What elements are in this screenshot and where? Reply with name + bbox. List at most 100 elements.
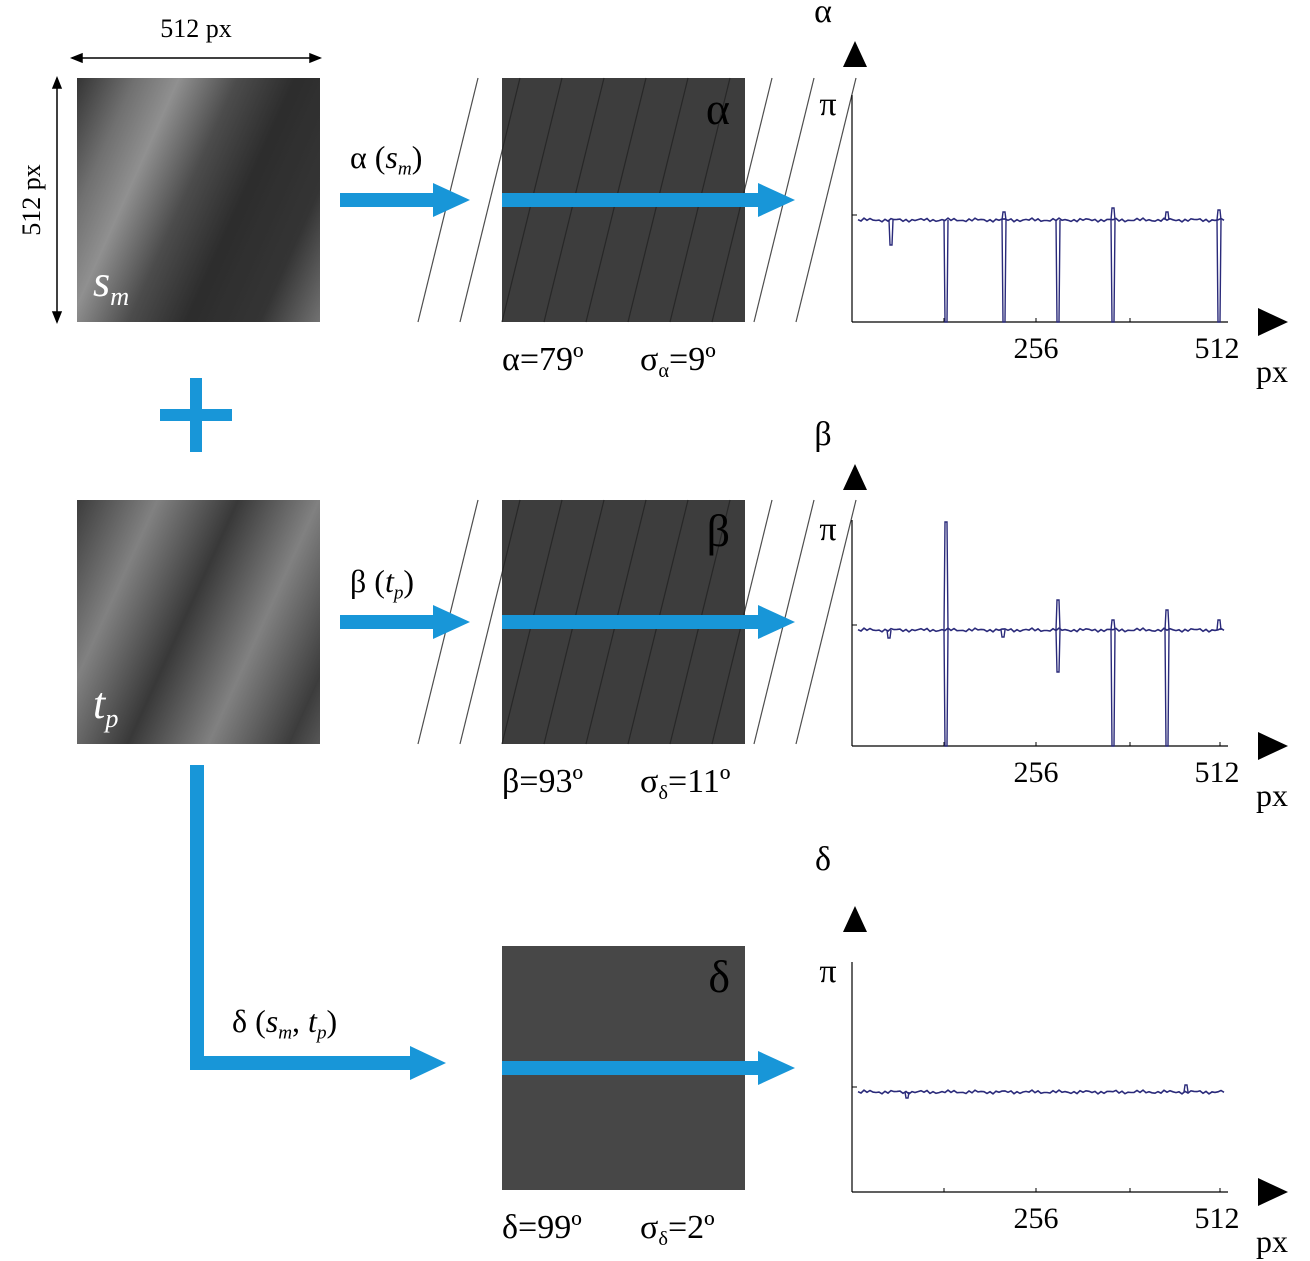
label-part: ) [412,139,423,175]
plus-sign [160,378,232,452]
label-part: =2º [668,1209,715,1246]
operation-arrow [340,193,434,207]
x-tick-label: 256 [1014,332,1059,365]
profile-y-label: α [814,0,832,30]
input-image [77,78,320,322]
input-image-shade [77,78,320,322]
y-max-label: π [819,511,836,548]
label-part: m [110,281,129,311]
operation-arrow-head [433,605,470,639]
x-unit: px [1256,777,1288,813]
profile-spike [888,219,894,246]
mean-value: δ=99º [502,1209,582,1246]
phase-symbol: δ [708,951,730,1002]
profile-spike [904,1091,910,1099]
profile-spike [1110,207,1116,221]
label-part: m [278,1022,292,1043]
profile-y-label: β [814,416,831,453]
phase-symbol: α [706,83,730,134]
operation-arrow-head [433,183,470,217]
operation-arrow [340,615,434,629]
label: β (tp) [350,563,414,603]
x-tick-label: 512 [1195,756,1240,789]
label: sm [93,257,129,311]
x-tick-label: 512 [1195,332,1240,365]
label-part: , [292,1003,308,1039]
label-part: =9º [669,341,716,378]
x-axis-arrow [1258,732,1288,760]
label-part: δ [658,1228,668,1250]
label-part: p [315,1022,327,1043]
mean-value: α=79º [502,341,584,378]
label-part: σ [640,1209,658,1246]
profile-arrow [502,1061,759,1075]
profile-trace [857,1089,1225,1095]
label-part: p [392,582,404,603]
profile-spike [1000,629,1006,638]
profile-spike [1183,1084,1189,1093]
profile-spike [1164,629,1170,747]
y-axis-arrow [843,41,867,67]
phase-wrap-line [459,499,521,745]
label-part: δ ( [232,1003,266,1039]
x-tick-label: 256 [1014,756,1059,789]
y-max-label: π [819,86,836,123]
label: σδ=11º [640,763,730,804]
profile-trace [857,627,1225,633]
label-part: β ( [350,563,385,599]
label: δ (sm, tp) [232,1003,337,1043]
label: tp [93,679,118,733]
x-tick-label: 256 [1014,1202,1059,1235]
input-image-shade [77,500,320,744]
label-part: ) [403,563,414,599]
profile-spike [1216,619,1222,631]
label-part: t [93,679,107,728]
label-part: α ( [350,139,385,175]
profile-trace [857,217,1225,223]
x-unit: px [1256,1223,1288,1259]
profile-spike [1055,219,1061,323]
profile-spike [1216,219,1222,323]
label-part: m [398,158,412,179]
profile-spike [1216,209,1222,221]
label-part: σ [640,763,658,800]
label-part: s [93,257,110,306]
x-unit: px [1256,353,1288,389]
profile-y-label: δ [815,841,831,878]
label: σδ=2º [640,1209,715,1250]
phase-symbol: β [707,505,730,556]
y-max-label: π [819,953,836,990]
profile-spike [886,629,892,639]
label-part: δ [658,782,668,804]
profile-spike [943,629,949,747]
profile-spike [1110,219,1116,323]
profile-arrow-head [758,183,795,217]
label: α (sm) [350,139,422,179]
label-part: s [385,139,397,175]
profile-spike [1164,609,1170,631]
y-axis-arrow [843,906,867,932]
phase-wrap-line [795,499,857,745]
x-tick-label: 512 [1195,1202,1240,1235]
phase-wrap-line [459,77,521,323]
profile-spike [1001,219,1007,323]
label-part: σ [640,341,658,378]
profile-spike [1164,211,1170,221]
input-image [77,500,320,744]
x-axis-arrow [1258,308,1288,336]
profile-arrow-head [758,1051,795,1085]
label-part: p [103,703,118,733]
label-part: α [658,360,669,382]
y-axis-arrow [843,464,867,490]
profile-spike [943,521,949,631]
height-label: 512 px [17,164,46,236]
label-part: t [308,1003,318,1039]
profile-spike [1001,211,1007,221]
label-part: s [266,1003,278,1039]
x-axis-arrow [1258,1178,1288,1206]
label: σα=9º [640,341,716,382]
label-part: =11º [668,763,730,800]
label-part: t [385,563,395,599]
profile-arrow-head [758,605,795,639]
